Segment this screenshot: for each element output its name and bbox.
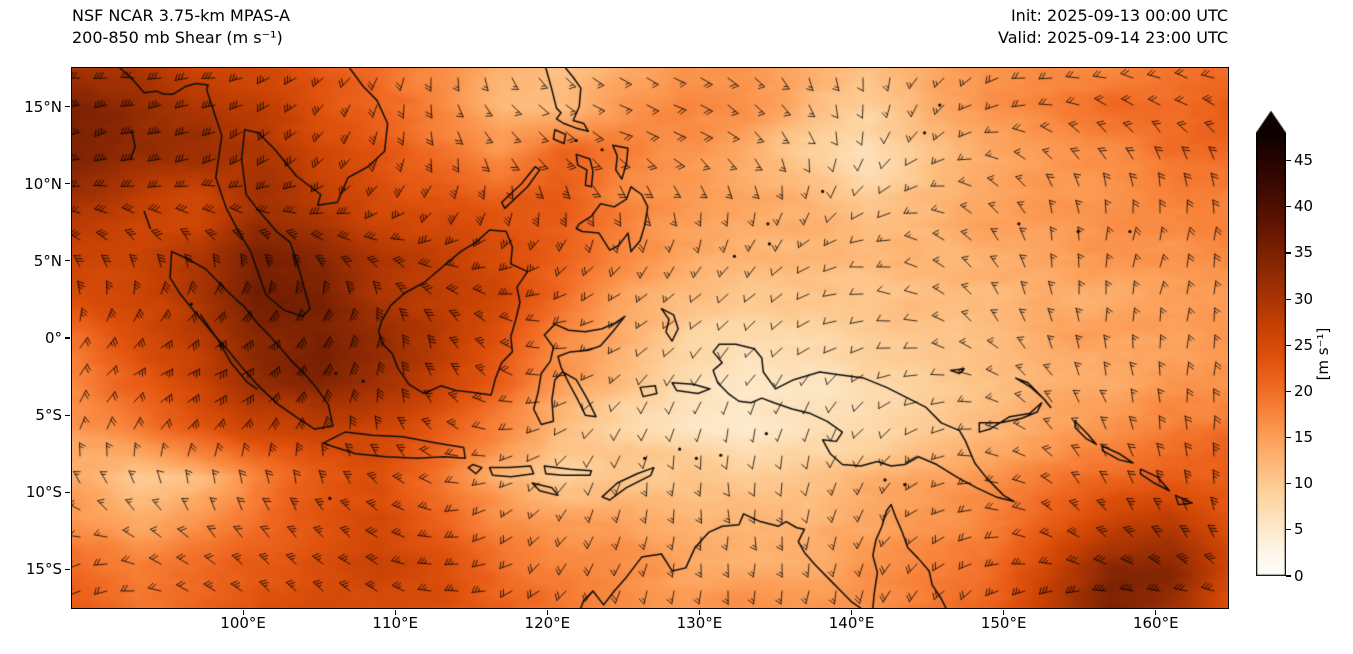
y-tick-label: 5°S (35, 406, 62, 425)
colorbar-tick-mark (1286, 483, 1291, 485)
x-tick-mark (850, 609, 853, 615)
x-tick-label: 160°E (1132, 614, 1179, 632)
colorbar-tick-label: 45 (1294, 151, 1314, 170)
x-tick-mark (394, 609, 396, 615)
model-title: NSF NCAR 3.75-km MPAS-A (72, 6, 290, 25)
colorbar-tick-label: 25 (1294, 335, 1314, 354)
colorbar-tick-mark (1286, 206, 1291, 208)
colorbar-tick-label: 5 (1294, 520, 1304, 539)
colorbar-tick-mark (1286, 344, 1291, 346)
y-tick-mark (64, 414, 70, 416)
colorbar-tick-label: 0 (1294, 566, 1304, 585)
colorbar-unit-label: [m s⁻¹] (1314, 327, 1332, 381)
y-tick-mark (64, 105, 70, 108)
colorbar-tick-label: 15 (1294, 428, 1314, 447)
colorbar-tick-label: 40 (1294, 197, 1314, 216)
colorbar-tick-label: 20 (1294, 381, 1314, 400)
y-tick-label: 10°N (24, 174, 62, 193)
init-time-label: Init: 2025-09-13 00:00 UTC (1010, 6, 1228, 25)
x-tick-label: 130°E (676, 614, 723, 632)
colorbar-tick-mark (1286, 436, 1291, 439)
colorbar-tick-label: 35 (1294, 243, 1314, 262)
colorbar-tick-mark (1286, 298, 1291, 300)
colorbar (1256, 111, 1286, 576)
x-tick-label: 110°E (372, 614, 419, 632)
y-tick-label: 0° (44, 329, 62, 347)
x-tick-label: 150°E (980, 614, 1027, 632)
y-tick-label: 10°S (25, 483, 62, 502)
x-tick-label: 140°E (828, 614, 875, 632)
colorbar-tick-mark (1286, 390, 1291, 392)
map-canvas (72, 68, 1228, 608)
x-tick-mark (242, 609, 244, 615)
colorbar-tick-mark (1286, 252, 1291, 254)
y-tick-mark (64, 337, 70, 339)
colorbar-tick-mark (1286, 529, 1291, 531)
y-tick-label: 15°S (25, 560, 62, 579)
colorbar-tick-label: 30 (1294, 289, 1314, 308)
colorbar-tick-mark (1286, 160, 1291, 162)
x-tick-mark (1155, 609, 1157, 615)
y-tick-label: 15°N (24, 97, 62, 116)
y-tick-mark (64, 491, 70, 493)
valid-time-label: Valid: 2025-09-14 23:00 UTC (997, 28, 1228, 47)
y-tick-mark (64, 568, 70, 571)
y-tick-label: 5°N (33, 251, 62, 270)
x-tick-mark (1003, 609, 1005, 615)
x-tick-mark (698, 609, 701, 615)
y-tick-mark (64, 183, 70, 185)
x-tick-label: 100°E (220, 614, 266, 632)
field-title: 200-850 mb Shear (m s⁻¹) (72, 28, 283, 47)
colorbar-tick-mark (1286, 575, 1291, 577)
y-tick-mark (64, 260, 70, 262)
colorbar-tick-label: 10 (1294, 474, 1314, 493)
x-tick-mark (546, 609, 548, 615)
x-tick-label: 120°E (524, 614, 571, 632)
